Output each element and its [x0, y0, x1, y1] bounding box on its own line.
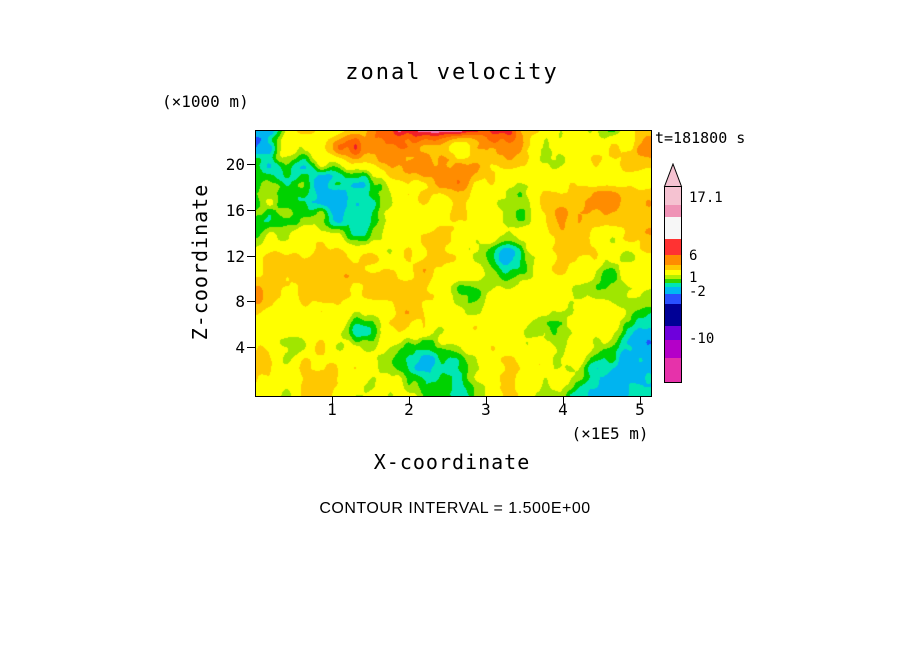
- y-tick-label: 4: [235, 338, 245, 357]
- colorbar-segment: [665, 239, 681, 255]
- colorbar-label: 17.1: [689, 190, 723, 206]
- y-axis-units: (×1000 m): [162, 92, 249, 111]
- x-tick-label: 5: [635, 400, 645, 419]
- x-axis-tick-mark: [640, 397, 641, 404]
- y-tick-label: 20: [225, 155, 245, 174]
- colorbar-segment: [665, 294, 681, 304]
- x-tick-label: 2: [404, 400, 414, 419]
- y-tick-label: 16: [225, 201, 245, 220]
- x-tick-label: 1: [327, 400, 337, 419]
- colorbar-segments: [664, 187, 682, 383]
- x-axis-tick-mark: [563, 397, 564, 404]
- colorbar-segment: [665, 217, 681, 239]
- y-axis-tick-mark: [247, 347, 255, 348]
- x-axis-tick-mark: [332, 397, 333, 404]
- chart-title: zonal velocity: [345, 60, 559, 85]
- contour-interval-note: CONTOUR INTERVAL = 1.500E+00: [319, 500, 591, 517]
- colorbar-label: -10: [689, 331, 715, 347]
- colorbar-label: -2: [689, 284, 706, 300]
- y-tick-label: 8: [235, 292, 245, 311]
- colorbar-segment: [665, 358, 681, 382]
- plot-area: [255, 130, 652, 397]
- colorbar-label: 6: [689, 248, 698, 264]
- colorbar-segment: [665, 340, 681, 358]
- colorbar-segment: [665, 265, 681, 270]
- colorbar-segment: [665, 287, 681, 294]
- x-tick-label: 3: [481, 400, 491, 419]
- colorbar: [663, 163, 683, 383]
- x-axis-tick-mark: [409, 397, 410, 404]
- x-tick-label: 4: [558, 400, 568, 419]
- x-axis-label: X-coordinate: [373, 450, 531, 474]
- colorbar-segment: [665, 270, 681, 275]
- colorbar-segment: [665, 279, 681, 283]
- y-axis-tick-mark: [247, 210, 255, 211]
- colorbar-segment: [665, 255, 681, 265]
- y-tick-label: 12: [225, 247, 245, 266]
- colorbar-segment: [665, 326, 681, 340]
- colorbar-arrow-tip: [663, 163, 683, 187]
- contour-field: [256, 131, 651, 396]
- colorbar-segment: [665, 275, 681, 279]
- colorbar-segment: [665, 187, 681, 205]
- colorbar-segment: [665, 283, 681, 287]
- colorbar-segment: [665, 304, 681, 326]
- colorbar-label: 1: [689, 270, 698, 286]
- y-axis-tick-mark: [247, 164, 255, 165]
- colorbar-segment: [665, 205, 681, 217]
- y-axis-tick-mark: [247, 301, 255, 302]
- y-axis-tick-mark: [247, 256, 255, 257]
- x-axis-units: (×1E5 m): [571, 424, 649, 443]
- x-axis-tick-mark: [486, 397, 487, 404]
- time-label: t=181800 s: [655, 129, 746, 147]
